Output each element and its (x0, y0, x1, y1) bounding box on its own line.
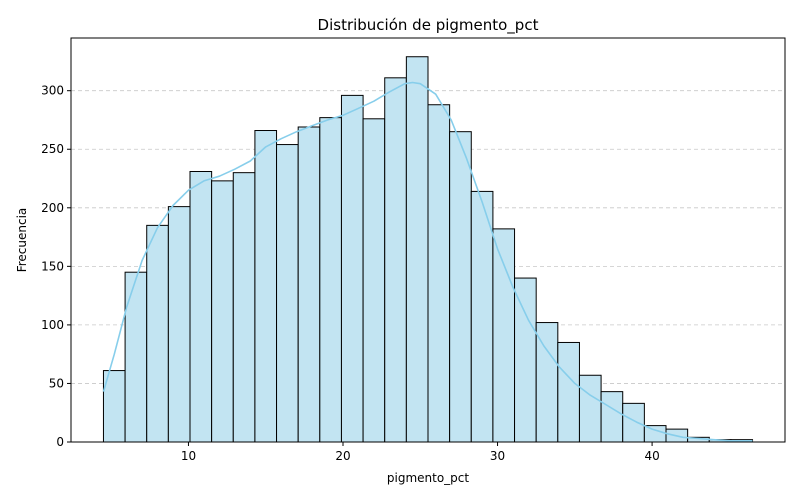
histogram-bar-16 (449, 131, 472, 443)
histogram-bar-15 (427, 104, 451, 443)
histogram-bar-23 (600, 391, 624, 443)
y-tick-label-200: 200 (41, 201, 64, 215)
y-tick-label-100: 100 (41, 318, 64, 332)
histogram-bars (102, 56, 754, 443)
y-tick-label-150: 150 (41, 259, 64, 273)
x-axis-label: pigmento_pct (387, 471, 470, 485)
x-tick-label-30: 30 (490, 449, 505, 463)
histogram-bar-20 (535, 322, 559, 443)
y-tick-label-250: 250 (41, 142, 64, 156)
histogram-bar-9 (297, 126, 321, 443)
histogram-bar-4 (189, 170, 213, 443)
histogram-bar-19 (514, 277, 537, 443)
x-tick-label-10: 10 (181, 449, 196, 463)
x-tick-label-20: 20 (335, 449, 350, 463)
x-axis-ticks: 10 20 30 40 (181, 442, 660, 463)
histogram-bar-2 (146, 224, 169, 443)
histogram-bar-11 (340, 94, 364, 443)
histogram-bar-18 (492, 228, 516, 443)
y-tick-label-300: 300 (41, 84, 64, 98)
histogram-bar-6 (232, 172, 256, 443)
histogram-bar-12 (362, 118, 386, 443)
kde-curve (102, 81, 753, 442)
x-tick-label-40: 40 (644, 449, 659, 463)
histogram-bar-24 (622, 402, 645, 443)
histogram-bar-10 (319, 117, 342, 443)
histogram-bar-22 (578, 374, 602, 443)
histogram-bar-1 (124, 271, 148, 443)
kde-curve-group (102, 81, 753, 442)
histogram-bar-25 (643, 425, 667, 443)
histogram-bar-8 (276, 144, 299, 443)
histogram-bar-5 (211, 180, 234, 443)
histogram-bar-17 (470, 190, 494, 443)
histogram-bar-13 (384, 77, 407, 443)
y-tick-label-0: 0 (56, 435, 64, 449)
plot-frame (70, 37, 786, 443)
chart-title: Distribución de pigmento_pct (318, 16, 539, 35)
y-axis-ticks: 0 50 100 150 200 250 300 (41, 84, 71, 449)
y-tick-label-50: 50 (49, 376, 64, 390)
histogram-bar-14 (405, 56, 429, 443)
y-axis-label: Frecuencia (15, 208, 29, 273)
histogram-bar-7 (254, 130, 278, 443)
histogram-bar-21 (557, 341, 580, 443)
histogram-bar-3 (167, 206, 191, 443)
